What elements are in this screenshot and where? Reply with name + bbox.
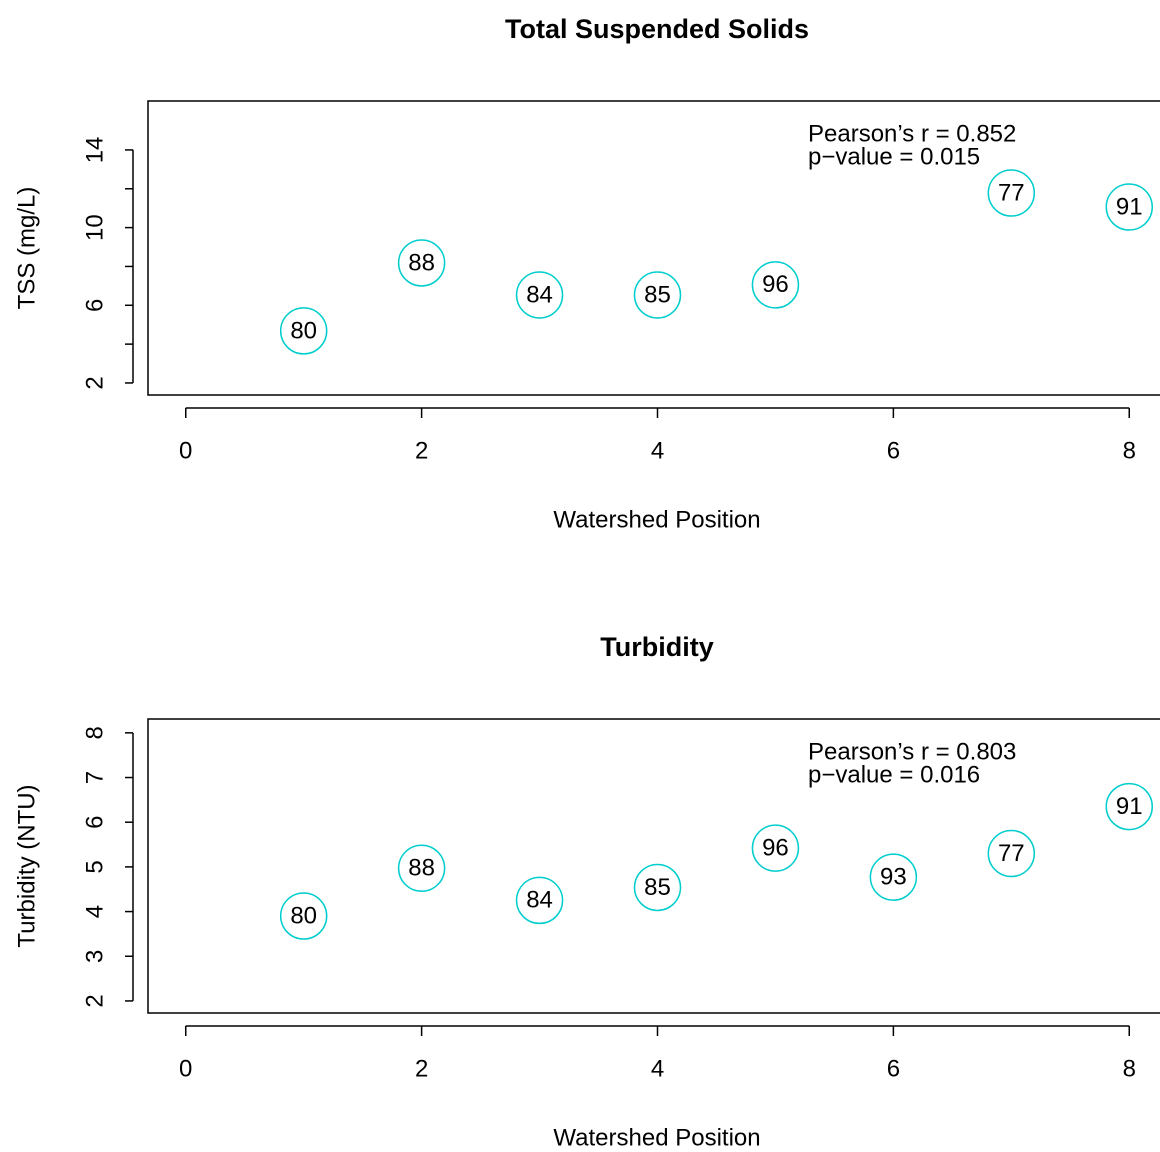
point: [751, 824, 800, 872]
point: [987, 829, 1036, 878]
point-label: 77: [998, 840, 1025, 867]
y-axis-label: Turbidity (NTU): [13, 784, 40, 947]
x-axis-label: Watershed Position: [553, 506, 760, 533]
point: [869, 853, 918, 901]
point-label: 96: [762, 834, 789, 861]
point-label: 85: [644, 874, 671, 901]
point-label: 77: [998, 179, 1025, 206]
point-label: 85: [644, 281, 671, 308]
point: [397, 239, 446, 287]
chart-title: Total Suspended Solids: [505, 14, 809, 44]
point: [633, 863, 682, 912]
point: [1105, 782, 1154, 831]
point: [633, 271, 682, 319]
point: [279, 307, 328, 355]
x-tick-label: 8: [1123, 437, 1136, 464]
x-tick-label: 4: [651, 1055, 664, 1082]
x-tick-label: 8: [1123, 1055, 1136, 1082]
point: [987, 169, 1036, 217]
plot-box: [147, 718, 1160, 1014]
point: [751, 261, 800, 309]
y-tick-label: 5: [81, 860, 108, 873]
point-label: 88: [408, 855, 435, 882]
annotation: Pearson’s r = 0.852: [808, 120, 1016, 147]
point-label: 91: [1116, 193, 1143, 220]
point-label: 91: [1116, 793, 1143, 820]
point: [515, 271, 564, 319]
point: [397, 844, 446, 892]
annotation: p−value = 0.015: [808, 143, 980, 170]
y-tick-label: 10: [81, 214, 108, 241]
plot-box: [147, 100, 1160, 396]
y-tick-label: 6: [81, 816, 108, 829]
x-tick-label: 4: [651, 437, 664, 464]
point-label: 93: [880, 864, 907, 891]
y-tick-label: 2: [81, 376, 108, 389]
x-tick-label: 6: [887, 1055, 900, 1082]
x-tick-label: 0: [179, 437, 192, 464]
point-label: 88: [408, 249, 435, 276]
y-tick-label: 6: [81, 299, 108, 312]
chart-title: Turbidity: [600, 632, 713, 662]
point-label: 84: [526, 887, 553, 914]
x-axis-label: Watershed Position: [553, 1124, 760, 1151]
y-tick-label: 2: [81, 994, 108, 1007]
x-tick-label: 6: [887, 437, 900, 464]
y-tick-label: 3: [81, 950, 108, 963]
y-axis-label: TSS (mg/L): [13, 187, 40, 310]
point: [515, 876, 564, 925]
point-label: 84: [526, 281, 553, 308]
y-tick-label: 7: [81, 771, 108, 784]
x-tick-label: 0: [179, 1055, 192, 1082]
y-tick-label: 8: [81, 726, 108, 739]
point: [279, 892, 328, 940]
x-tick-label: 2: [415, 1055, 428, 1082]
annotation: Pearson’s r = 0.803: [808, 738, 1016, 765]
x-tick-label: 2: [415, 437, 428, 464]
point-label: 96: [762, 271, 789, 298]
point-label: 80: [290, 902, 317, 929]
y-tick-label: 4: [81, 905, 108, 918]
point: [1105, 183, 1154, 231]
annotation: p−value = 0.016: [808, 761, 980, 788]
y-tick-label: 14: [81, 137, 108, 164]
point-label: 80: [290, 317, 317, 344]
